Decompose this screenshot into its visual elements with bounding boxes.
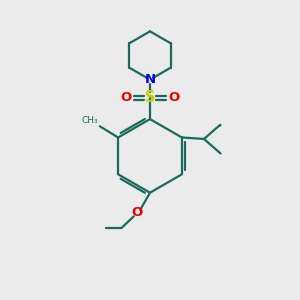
Text: CH₃: CH₃	[82, 116, 98, 125]
Text: O: O	[168, 92, 179, 104]
Text: O: O	[121, 92, 132, 104]
Text: N: N	[144, 73, 156, 86]
Text: O: O	[131, 206, 142, 219]
Text: S: S	[145, 90, 155, 105]
